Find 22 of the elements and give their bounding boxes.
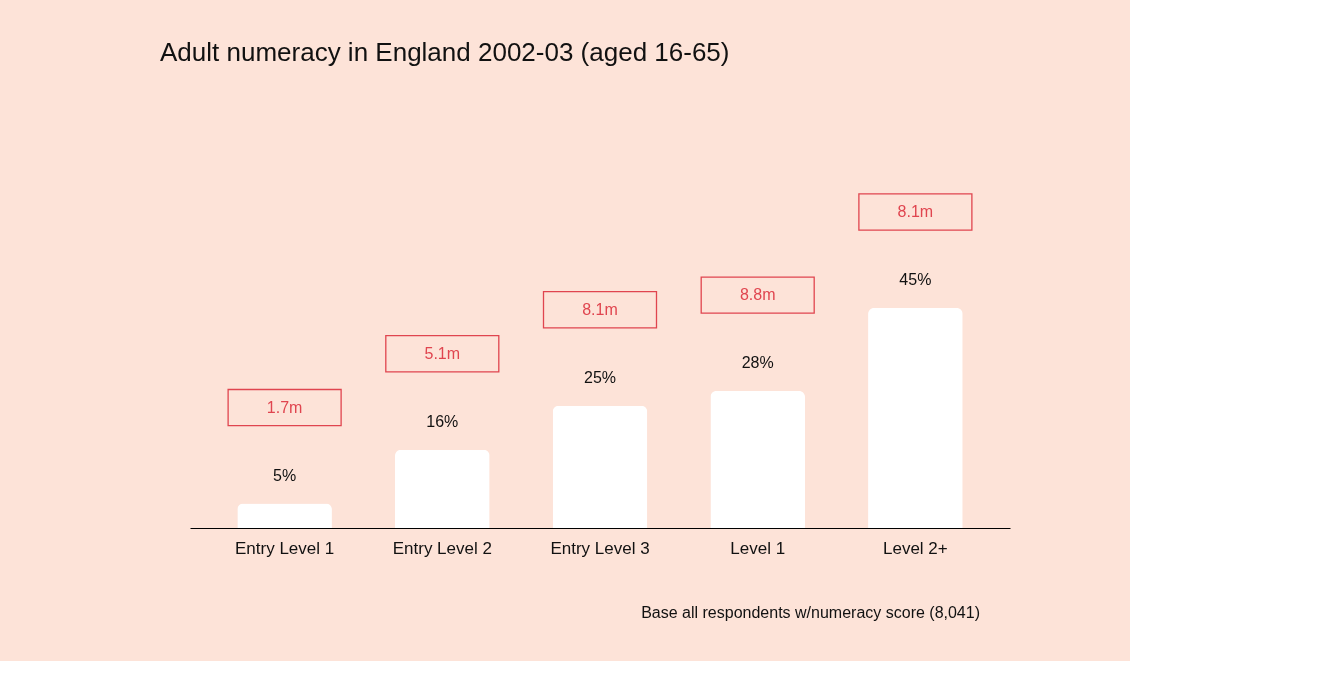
data-label: 28% bbox=[741, 354, 774, 372]
annotation: 5.1m bbox=[424, 344, 461, 362]
annotation: 8.1m bbox=[582, 300, 618, 318]
x-tick-label: Entry Level 2 bbox=[392, 538, 492, 558]
bar bbox=[237, 503, 332, 528]
x-tick-label: Entry Level 3 bbox=[550, 538, 650, 558]
text: 8.1m bbox=[897, 203, 934, 220]
bar bbox=[395, 449, 490, 528]
bar bbox=[868, 308, 963, 528]
data-label: 5% bbox=[273, 466, 297, 484]
bar bbox=[552, 405, 648, 528]
chart-title: Adult numeracy in England 2002-03 (aged 16-65) bbox=[160, 37, 730, 68]
text: Base all respondents w/numeracy score (8,041) bbox=[641, 604, 980, 621]
data-label: 16% bbox=[426, 412, 459, 430]
data-label: 45% bbox=[899, 271, 932, 288]
annotation: 1.7m bbox=[266, 398, 303, 416]
data-label: 25% bbox=[583, 368, 617, 386]
x-tick-label: Level 1 bbox=[730, 538, 786, 558]
x-tick-label: Level 2+ bbox=[883, 538, 948, 558]
text: 8.8m bbox=[739, 286, 776, 304]
x-tick-label: Entry Level 1 bbox=[235, 538, 335, 558]
bar bbox=[710, 391, 805, 528]
